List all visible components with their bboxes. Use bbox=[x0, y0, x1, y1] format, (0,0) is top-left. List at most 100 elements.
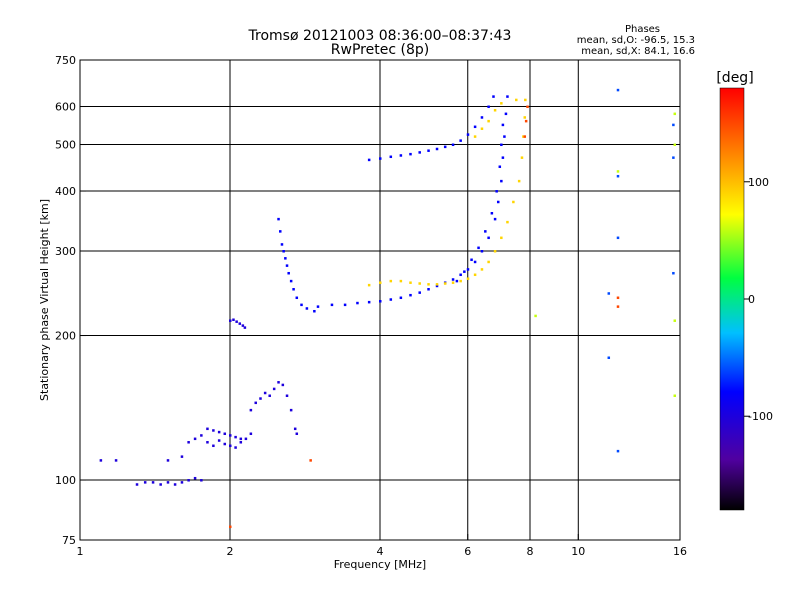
data-point bbox=[477, 246, 480, 250]
data-point bbox=[399, 279, 403, 283]
data-point bbox=[114, 459, 118, 462]
data-point bbox=[616, 174, 620, 178]
data-point bbox=[259, 397, 262, 400]
data-point bbox=[418, 151, 421, 154]
data-point bbox=[473, 260, 477, 264]
x-tick-label: 6 bbox=[464, 545, 471, 558]
data-point bbox=[244, 437, 248, 441]
data-point bbox=[470, 258, 473, 262]
data-point bbox=[295, 296, 299, 300]
data-point bbox=[238, 322, 242, 325]
data-point bbox=[520, 156, 524, 159]
data-point bbox=[455, 279, 459, 283]
data-point bbox=[443, 145, 447, 149]
data-point bbox=[159, 483, 162, 486]
data-point bbox=[367, 158, 371, 162]
data-point bbox=[249, 408, 253, 412]
data-point bbox=[500, 236, 503, 240]
data-point bbox=[673, 143, 677, 147]
data-point bbox=[672, 123, 675, 127]
y-tick-label: 500 bbox=[55, 139, 76, 152]
data-point bbox=[673, 112, 677, 116]
data-point bbox=[217, 439, 221, 442]
colorbar-ticks: 100 0 -100 bbox=[744, 176, 773, 423]
data-point bbox=[466, 268, 470, 271]
data-point bbox=[200, 434, 203, 437]
data-point bbox=[427, 283, 430, 286]
y-tick-label: 200 bbox=[55, 330, 76, 343]
data-point bbox=[282, 250, 285, 253]
data-point bbox=[284, 257, 287, 260]
data-point bbox=[487, 105, 490, 109]
data-point bbox=[459, 273, 462, 277]
data-point bbox=[263, 391, 267, 395]
data-point bbox=[473, 273, 477, 277]
data-point bbox=[466, 133, 470, 136]
data-point bbox=[435, 147, 439, 151]
data-point bbox=[241, 324, 245, 327]
data-point bbox=[672, 156, 675, 159]
data-point bbox=[367, 283, 371, 287]
data-point bbox=[524, 119, 528, 123]
data-point bbox=[292, 288, 295, 291]
x-tick-label: 10 bbox=[571, 545, 585, 558]
data-point bbox=[316, 305, 320, 308]
data-point bbox=[300, 303, 303, 307]
data-point bbox=[254, 401, 257, 405]
data-point bbox=[418, 291, 421, 294]
data-point bbox=[151, 481, 155, 484]
data-point bbox=[187, 441, 190, 444]
colorbar-label: [deg] bbox=[716, 70, 753, 86]
data-point bbox=[135, 483, 139, 486]
data-point bbox=[399, 154, 403, 157]
data-point bbox=[305, 307, 309, 310]
data-point bbox=[409, 281, 412, 284]
phases-title: Phases bbox=[624, 24, 661, 35]
data-point bbox=[490, 212, 494, 215]
x-tick-label: 16 bbox=[673, 545, 687, 558]
data-point bbox=[187, 479, 190, 482]
data-point bbox=[289, 279, 293, 283]
data-point bbox=[503, 135, 506, 138]
y-tick-label: 100 bbox=[55, 474, 76, 487]
data-point bbox=[616, 170, 620, 173]
data-point bbox=[616, 88, 620, 92]
colorbar-tick-label: 0 bbox=[748, 293, 755, 306]
data-point bbox=[500, 102, 503, 105]
y-tick-label: 750 bbox=[55, 54, 76, 67]
y-axis-label: Stationary phase Virtual Height [km] bbox=[38, 199, 51, 401]
phases-legend: Phases mean, sd,O: -96.5, 15.3 mean, sd,… bbox=[560, 24, 695, 57]
data-point bbox=[143, 481, 147, 484]
data-point bbox=[239, 441, 243, 444]
x-tick-label: 2 bbox=[227, 545, 234, 558]
data-point bbox=[229, 525, 232, 529]
data-point bbox=[243, 326, 247, 329]
phases-x-stats: mean, sd,X: 84.1, 16.6 bbox=[581, 46, 695, 57]
data-point bbox=[466, 277, 470, 280]
data-point bbox=[501, 123, 505, 127]
data-point bbox=[180, 455, 184, 458]
data-point bbox=[389, 155, 393, 159]
data-point bbox=[180, 481, 184, 484]
data-point bbox=[492, 95, 495, 98]
data-point bbox=[517, 179, 521, 183]
data-point bbox=[487, 119, 490, 123]
data-point bbox=[480, 268, 484, 271]
data-point bbox=[287, 271, 290, 275]
data-point bbox=[193, 476, 197, 480]
data-point bbox=[463, 270, 466, 273]
data-point bbox=[522, 135, 525, 138]
chart-subtitle: RwPretec (8p) bbox=[331, 42, 429, 58]
data-point bbox=[616, 305, 620, 308]
data-point bbox=[498, 165, 502, 168]
data-point bbox=[616, 449, 620, 453]
data-point bbox=[480, 127, 484, 130]
data-point bbox=[200, 479, 203, 482]
data-point bbox=[616, 236, 620, 240]
data-point bbox=[229, 319, 232, 322]
data-point bbox=[473, 125, 477, 129]
data-point bbox=[673, 394, 677, 398]
data-point bbox=[399, 296, 403, 300]
data-point bbox=[484, 230, 487, 233]
data-point bbox=[427, 149, 430, 152]
